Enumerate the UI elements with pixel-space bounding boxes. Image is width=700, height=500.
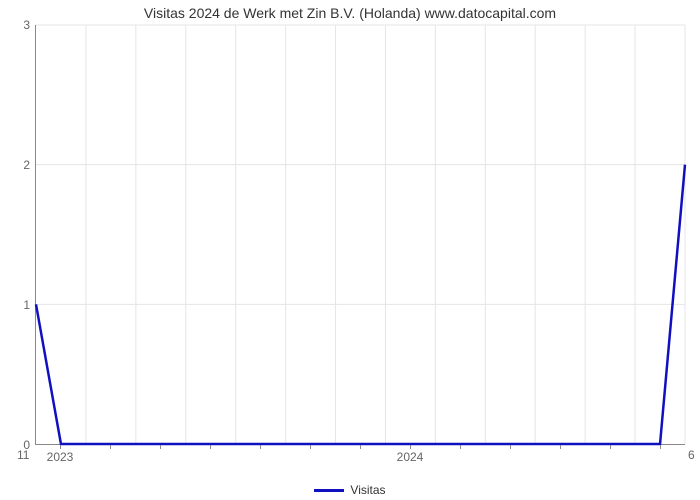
xtick-minor [360,445,361,449]
xtick-minor [410,445,411,449]
xtick-minor [110,445,111,449]
legend-label: Visitas [350,483,385,497]
xtick-minor [610,445,611,449]
xtick-minor [310,445,311,449]
grid-vertical [86,25,685,444]
corner-bottom-right: 6 [688,448,695,462]
xtick-minor [510,445,511,449]
chart-container: Visitas 2024 de Werk met Zin B.V. (Holan… [0,0,700,500]
plot-area [35,25,685,445]
xtick-minor [560,445,561,449]
xtick-minor [660,445,661,449]
ytick-1: 1 [2,298,30,312]
xtick-minor [210,445,211,449]
corner-bottom-left: 11 [17,448,29,462]
xtick-minor [60,445,61,449]
xtick-minor [260,445,261,449]
xtick-minor [460,445,461,449]
xtick-label: 2023 [47,450,74,464]
plot-svg [36,25,685,444]
xtick-label: 2024 [397,450,424,464]
legend: Visitas [0,483,700,497]
chart-title: Visitas 2024 de Werk met Zin B.V. (Holan… [0,5,700,21]
ytick-2: 2 [2,158,30,172]
legend-swatch [314,489,344,492]
xtick-minor [160,445,161,449]
grid-horizontal [36,25,685,304]
ytick-3: 3 [2,18,30,32]
